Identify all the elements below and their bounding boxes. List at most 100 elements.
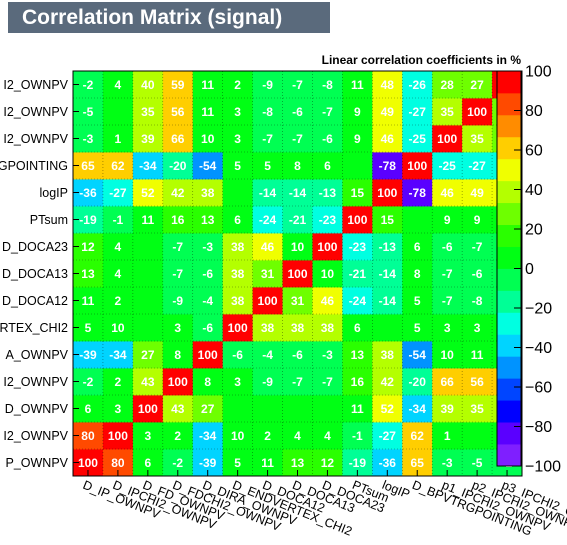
color-scale-band <box>497 180 521 204</box>
cell-value-label: 4 <box>115 78 122 92</box>
heatmap-cell <box>342 71 373 99</box>
heatmap-cell <box>402 152 433 180</box>
cell-value-label: 59 <box>171 78 185 92</box>
cell-value-label: 11 <box>82 294 95 308</box>
heatmap-cell <box>402 125 433 153</box>
heatmap-cell <box>222 233 253 261</box>
cell-value-label: 31 <box>291 294 305 308</box>
heatmap-cell <box>372 125 403 153</box>
heatmap-cell <box>312 287 343 315</box>
cell-value-label: 11 <box>471 348 484 362</box>
heatmap-cell <box>282 206 313 234</box>
x-axis-labels: D_IP_OWNPVD_IPCHI2_OWNPVD_FD_OWNPVD_FDCH… <box>81 470 567 539</box>
heatmap-cell <box>342 341 373 369</box>
cell-value-label: 11 <box>261 456 274 470</box>
cell-value-label: 31 <box>261 267 275 281</box>
heatmap-cell <box>132 368 164 396</box>
cell-value-label: 9 <box>354 132 361 146</box>
heatmap-cell <box>402 179 433 207</box>
color-scale-tick-label: 40 <box>525 182 543 199</box>
heatmap-cell <box>102 206 134 234</box>
cell-value-label: 100 <box>138 402 158 416</box>
heatmap-cell <box>102 125 134 153</box>
cell-value-label: 6 <box>324 159 331 173</box>
cell-value-label: 8 <box>204 375 211 389</box>
cell-value-label: 9 <box>474 213 481 227</box>
cell-value-label: 66 <box>440 375 454 389</box>
cell-value-label: -34 <box>199 429 217 443</box>
cell-value-label: -7 <box>262 132 273 146</box>
heatmap-cell <box>102 422 134 450</box>
cell-value-label: -9 <box>262 375 273 389</box>
heatmap-cell <box>222 314 253 342</box>
heatmap-cell <box>312 125 343 153</box>
cell-value-label: 43 <box>171 402 185 416</box>
cell-value-label: 56 <box>171 105 185 119</box>
cell-value-label: -39 <box>199 456 217 470</box>
cell-value-label: -14 <box>379 294 397 308</box>
cell-value-label: 38 <box>231 240 245 254</box>
cell-value-label: 100 <box>407 159 427 173</box>
heatmap-cell <box>402 71 433 99</box>
cell-value-label: -27 <box>379 429 397 443</box>
cell-value-label: 65 <box>81 159 95 173</box>
heatmap-cell <box>102 233 134 261</box>
cell-value-label: -24 <box>349 294 367 308</box>
cell-value-label: 6 <box>414 240 421 254</box>
cell-value-label: 3 <box>144 429 151 443</box>
cell-value-label: 62 <box>111 159 125 173</box>
cell-value-label: 43 <box>141 375 155 389</box>
cell-value-label: 28 <box>440 78 454 92</box>
cell-value-label: -19 <box>79 213 97 227</box>
cell-value-label: 12 <box>81 240 95 254</box>
color-scale-band <box>497 356 521 379</box>
y-tick-label: RTEX_CHI2 <box>0 321 68 335</box>
heatmap-cell <box>162 233 194 261</box>
cell-value-label: -23 <box>349 240 367 254</box>
cell-value-label: -7 <box>442 294 453 308</box>
cell-value-label: -4 <box>262 348 273 362</box>
cell-value-label: -27 <box>409 105 427 119</box>
cell-value-label: 100 <box>258 294 278 308</box>
cell-value-label: -39 <box>79 348 97 362</box>
y-tick-label: I2_OWNPV <box>3 132 68 146</box>
cell-value-label: 100 <box>168 375 188 389</box>
cell-value-label: -7 <box>322 105 333 119</box>
cell-value-label: 46 <box>381 132 395 146</box>
cell-value-label: 11 <box>351 78 364 92</box>
cell-value-label: -2 <box>83 375 94 389</box>
cell-value-label: 42 <box>171 186 185 200</box>
cell-value-label: 38 <box>321 321 335 335</box>
cell-value-label: 1 <box>115 132 122 146</box>
cell-value-label: -26 <box>409 78 427 92</box>
cell-value-label: 6 <box>144 456 151 470</box>
cell-value-label: 5 <box>234 159 241 173</box>
heatmap-cell <box>132 287 164 315</box>
cell-value-label: 13 <box>351 348 365 362</box>
heatmap-cell <box>222 368 253 396</box>
cell-value-label: -3 <box>83 132 94 146</box>
cell-value-label: 4 <box>324 429 331 443</box>
heatmap-cell <box>462 395 493 423</box>
cell-value-label: 27 <box>141 348 155 362</box>
heatmap-cell <box>282 422 313 450</box>
cell-value-label: 39 <box>141 132 155 146</box>
cell-value-label: 39 <box>440 402 454 416</box>
cell-value-label: 2 <box>174 429 181 443</box>
cell-value-label: 46 <box>440 186 454 200</box>
cell-value-label: -7 <box>442 267 453 281</box>
heatmap-cell <box>252 341 283 369</box>
heatmap-cell <box>432 206 463 234</box>
cell-value-label: 4 <box>294 429 301 443</box>
color-scale-tick-label: −20 <box>525 301 552 318</box>
cell-value-label: -9 <box>262 78 273 92</box>
heatmap-cell <box>372 287 403 315</box>
heatmap-cell <box>282 233 313 261</box>
cell-value-label: -8 <box>262 105 273 119</box>
heatmap-cell <box>132 179 164 207</box>
heatmap-cell <box>252 71 283 99</box>
cell-value-label: -23 <box>319 213 337 227</box>
heatmap-cell <box>102 341 134 369</box>
cell-value-label: -14 <box>379 267 397 281</box>
